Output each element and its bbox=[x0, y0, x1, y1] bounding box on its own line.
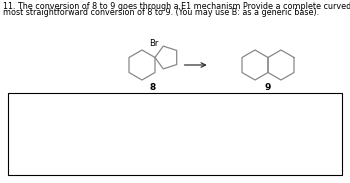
Text: 8: 8 bbox=[150, 83, 156, 92]
Text: 9: 9 bbox=[265, 83, 271, 92]
Text: 11. The conversion of 8 to 9 goes through a E1 mechanism Provide a complete curv: 11. The conversion of 8 to 9 goes throug… bbox=[3, 2, 350, 11]
FancyBboxPatch shape bbox=[8, 93, 342, 175]
Text: most straightforward conversion of 8 to 9. (You may use B: as a generic base).: most straightforward conversion of 8 to … bbox=[3, 8, 319, 17]
Text: Br: Br bbox=[149, 38, 159, 48]
